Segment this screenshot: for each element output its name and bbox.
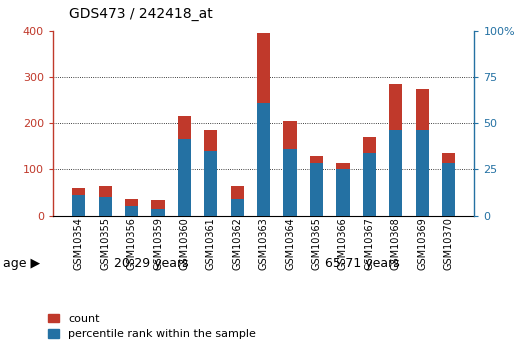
Text: GDS473 / 242418_at: GDS473 / 242418_at <box>69 7 213 21</box>
Bar <box>363 153 376 216</box>
Bar <box>310 156 323 216</box>
Bar <box>231 199 244 216</box>
Bar <box>337 169 349 216</box>
Bar <box>99 197 112 216</box>
Bar <box>99 186 112 216</box>
Bar <box>72 195 85 216</box>
Bar <box>204 151 217 216</box>
Bar <box>284 121 297 216</box>
Bar <box>125 206 138 216</box>
Bar <box>72 188 85 216</box>
Bar <box>257 102 270 216</box>
Bar <box>125 199 138 216</box>
Bar <box>152 200 165 216</box>
Bar <box>310 162 323 216</box>
Bar <box>231 186 244 216</box>
Legend: count, percentile rank within the sample: count, percentile rank within the sample <box>48 314 256 339</box>
Bar <box>337 162 349 216</box>
Bar <box>178 139 191 216</box>
Text: age ▶: age ▶ <box>3 257 40 270</box>
Bar <box>416 130 429 216</box>
Bar <box>152 209 165 216</box>
Bar <box>416 89 429 216</box>
Bar <box>442 162 455 216</box>
Bar <box>389 130 402 216</box>
Bar <box>389 84 402 216</box>
Text: 20-29 years: 20-29 years <box>114 257 189 270</box>
Bar <box>363 137 376 216</box>
Bar <box>257 33 270 216</box>
Bar <box>442 153 455 216</box>
Bar <box>178 116 191 216</box>
Bar <box>284 149 297 216</box>
Bar <box>204 130 217 216</box>
Text: 65-71 years: 65-71 years <box>324 257 400 270</box>
